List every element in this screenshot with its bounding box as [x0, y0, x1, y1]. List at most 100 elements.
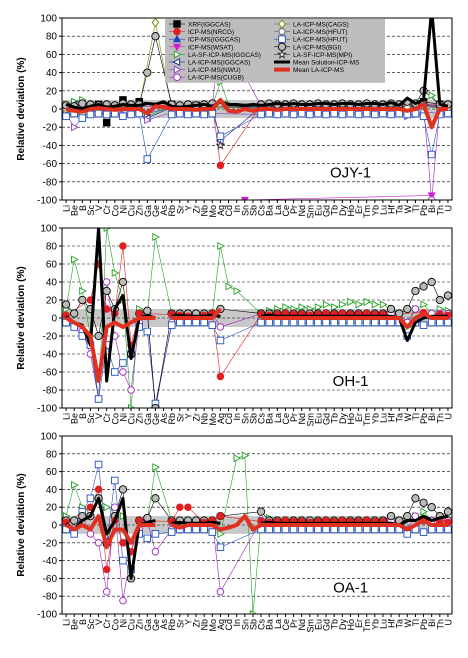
x-tick-label: Mo: [208, 205, 218, 218]
x-tick-label: Zn: [135, 619, 145, 630]
series-connector: [244, 195, 432, 200]
x-tick-label: Sr: [175, 619, 185, 628]
data-point: [172, 34, 182, 43]
data-point: [111, 503, 119, 511]
data-point: [419, 321, 428, 329]
data-point: [297, 109, 306, 118]
data-point: [273, 318, 282, 327]
data-point: [192, 525, 200, 534]
x-tick-label: La: [273, 205, 283, 215]
x-tick-label: Sm: [305, 205, 315, 219]
x-tick-label: Lu: [378, 619, 388, 629]
y-tick-label: 60: [46, 467, 58, 478]
legend-label: LA-SF-ICP-MS(MPI): [293, 52, 352, 59]
y-tick-label: 40: [46, 68, 58, 79]
data-point: [354, 110, 363, 119]
mean-line: [65, 97, 448, 130]
legend-label: ICP-MS(WSAT): [188, 44, 233, 51]
data-point: [338, 525, 347, 534]
x-tick-label: In: [232, 413, 242, 421]
data-point: [379, 525, 387, 534]
x-tick-label: Nb: [200, 619, 210, 631]
data-point: [70, 516, 79, 525]
x-tick-label: Ge: [151, 619, 161, 631]
x-tick-label: Li: [62, 205, 72, 212]
x-tick-label: As: [159, 205, 169, 216]
data-point: [233, 454, 242, 463]
x-tick-label: Ni: [118, 205, 128, 214]
legend-label: LA-ICP-MS(CUGB): [188, 75, 244, 82]
data-point: [427, 318, 436, 327]
data-point: [298, 303, 307, 312]
x-tick-label: Co: [110, 413, 120, 425]
x-tick-label: Nd: [297, 205, 307, 217]
data-point: [435, 295, 444, 305]
plot-frame: [61, 435, 453, 615]
x-tick-label: Sr: [175, 413, 185, 422]
x-tick-label: Ho: [346, 205, 356, 217]
data-point: [278, 35, 286, 43]
x-tick-label: Y: [183, 205, 193, 211]
x-tick-label: Ni: [118, 413, 128, 422]
x-tick-label: Gd: [322, 619, 332, 631]
data-point: [94, 331, 103, 341]
legend-label: LA-ICP-MS(BGI): [293, 44, 341, 51]
x-tick-label: Sn: [240, 619, 250, 630]
data-point: [184, 110, 192, 119]
data-point: [322, 525, 330, 534]
data-point: [216, 161, 225, 170]
x-tick-label: Cd: [224, 413, 234, 425]
data-point: [330, 109, 338, 118]
data-point: [208, 321, 217, 329]
data-point: [314, 109, 322, 118]
x-tick-label: Sc: [86, 619, 96, 630]
y-tick-label: 80: [46, 32, 58, 43]
data-point: [94, 485, 103, 494]
x-tick-label: Li: [62, 413, 72, 420]
data-point: [167, 528, 176, 536]
data-point: [86, 110, 95, 119]
data-point: [119, 556, 127, 565]
x-tick-label: Sm: [305, 413, 315, 427]
x-tick-label: Y: [183, 619, 193, 625]
data-point: [173, 73, 181, 81]
chart-panel: -100 -80 -60 -40 -20 0 20 40 60 80 100 LiBeBScVCrCo…: [16, 14, 453, 219]
data-point: [386, 511, 396, 521]
x-tick-label: Th: [435, 619, 445, 630]
data-point: [289, 318, 298, 327]
data-point: [420, 300, 429, 309]
x-tick-label: Bi: [427, 413, 437, 421]
x-tick-label: Sm: [305, 619, 315, 633]
x-tick-label: Be: [70, 619, 80, 630]
y-tick-label: 0: [51, 521, 57, 532]
x-tick-label: Ag: [216, 413, 226, 424]
x-tick-label: Cd: [224, 619, 234, 631]
legend-label: Mean LA-ICP-MS: [293, 67, 345, 74]
data-point: [119, 539, 127, 547]
x-tick-label: Hf: [387, 205, 397, 214]
x-tick-label: Ba: [265, 205, 275, 216]
data-point: [102, 118, 111, 127]
x-tick-label: Dy: [338, 619, 348, 630]
x-tick-label: Yb: [370, 413, 380, 424]
x-tick-label: Sb: [248, 619, 258, 630]
y-tick-label: 0: [51, 314, 57, 325]
x-tick-label: Nb: [200, 205, 210, 217]
data-point: [427, 503, 436, 512]
x-tick-label: Tb: [330, 205, 340, 216]
y-axis-label: Relative deviation (%): [16, 57, 27, 160]
x-tick-label: As: [159, 413, 169, 424]
y-tick-label: 40: [46, 278, 58, 289]
y-tick-label: 100: [40, 432, 57, 443]
data-point: [443, 291, 452, 300]
series-layer: [62, 228, 452, 408]
data-point: [94, 460, 103, 469]
data-point: [127, 386, 135, 394]
x-tick-label: Sc: [86, 205, 96, 216]
data-point: [346, 109, 355, 118]
x-tick-label: Ge: [151, 205, 161, 217]
data-point: [152, 463, 161, 472]
x-tick-label: B: [78, 205, 88, 211]
data-point: [192, 318, 200, 327]
y-tick-label: -60: [43, 368, 58, 379]
